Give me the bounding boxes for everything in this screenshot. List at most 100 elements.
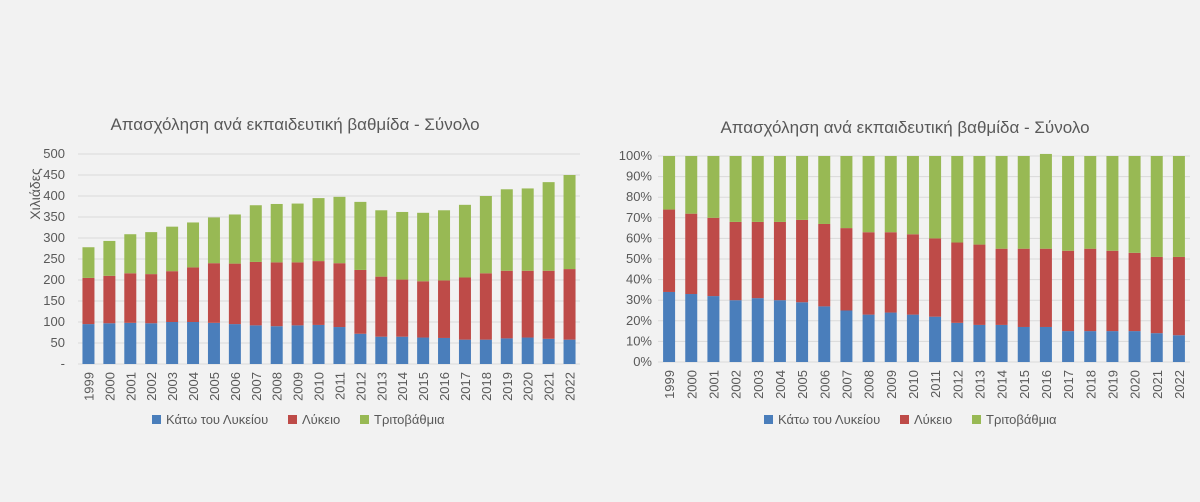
left-bar-below-lyceum-2021	[542, 338, 555, 364]
right-y-tick-label: 30%	[626, 292, 652, 307]
right-bar-tertiary-2017	[1062, 156, 1075, 251]
left-bar-below-lyceum-2010	[312, 324, 325, 364]
right-bar-below-lyceum-2009	[884, 312, 897, 362]
left-bar-below-lyceum-2013	[375, 336, 388, 364]
left-bar-tertiary-2006	[228, 214, 241, 264]
right-x-tick-label: 2008	[862, 370, 877, 399]
left-y-tick-label: 450	[43, 167, 65, 182]
left-chart-title: Απασχόληση ανά εκπαιδευτική βαθμίδα - Σύ…	[110, 115, 479, 134]
right-bar-tertiary-2014	[995, 156, 1008, 249]
left-x-tick-label: 1999	[81, 372, 96, 401]
left-bar-lyceum-2005	[207, 263, 220, 323]
right-x-tick-label: 2009	[884, 370, 899, 399]
left-bar-tertiary-2005	[207, 217, 220, 264]
left-bar-tertiary-2022	[563, 175, 576, 270]
right-x-tick-label: 2003	[751, 370, 766, 399]
right-bar-lyceum-2020	[1128, 252, 1141, 332]
left-x-tick-label: 2011	[332, 372, 347, 400]
left-y-tick-label: 350	[43, 209, 65, 224]
right-bar-below-lyceum-2001	[707, 296, 720, 362]
right-legend-swatch-lyceum	[900, 415, 909, 424]
left-y-tick-label: 200	[43, 272, 65, 287]
left-bar-below-lyceum-2001	[124, 322, 137, 364]
right-bar-tertiary-2006	[818, 156, 831, 224]
left-legend-swatch-lyceum	[288, 415, 297, 424]
left-bar-lyceum-1999	[82, 277, 95, 325]
right-bar-tertiary-2018	[1084, 156, 1097, 249]
right-bar-tertiary-2016	[1039, 153, 1052, 249]
left-bar-below-lyceum-2018	[479, 339, 492, 364]
left-bar-below-lyceum-2022	[563, 339, 576, 364]
right-bar-lyceum-2019	[1106, 250, 1119, 332]
left-bar-lyceum-2001	[124, 273, 137, 323]
left-x-tick-label: 2013	[374, 372, 389, 401]
right-bar-tertiary-2008	[862, 156, 875, 233]
right-bar-lyceum-2013	[973, 244, 986, 325]
right-bar-tertiary-2012	[951, 156, 964, 243]
left-bar-tertiary-2017	[458, 204, 471, 278]
left-bar-lyceum-2011	[333, 263, 346, 328]
right-bar-lyceum-2010	[906, 234, 919, 315]
right-bar-below-lyceum-2015	[1017, 326, 1030, 362]
right-bar-below-lyceum-2010	[906, 314, 919, 362]
left-bar-below-lyceum-2011	[333, 327, 346, 364]
left-x-tick-label: 2020	[521, 372, 536, 401]
left-legend-swatch-below-lyceum	[152, 415, 161, 424]
left-bar-tertiary-2015	[417, 212, 430, 282]
left-bar-tertiary-2011	[333, 196, 346, 264]
left-bar-tertiary-2000	[103, 240, 116, 276]
left-y-tick-label: 500	[43, 146, 65, 161]
right-bar-lyceum-2014	[995, 248, 1008, 325]
right-bar-lyceum-2021	[1150, 256, 1163, 334]
right-bar-tertiary-2009	[884, 156, 897, 233]
right-y-tick-label: 40%	[626, 272, 652, 287]
left-bar-lyceum-2006	[228, 263, 241, 325]
right-bar-tertiary-2022	[1172, 156, 1185, 257]
right-legend-label-tertiary: Τριτοβάθμια	[986, 412, 1057, 427]
left-y-tick-label: 100	[43, 314, 65, 329]
right-bar-tertiary-2011	[929, 156, 942, 239]
left-legend-label-lyceum: Λύκειο	[302, 412, 340, 427]
left-bar-tertiary-2019	[500, 189, 513, 271]
right-bar-tertiary-2005	[796, 156, 809, 220]
right-x-tick-label: 2007	[839, 370, 854, 399]
right-bar-lyceum-2005	[796, 219, 809, 303]
right-y-tick-label: 90%	[626, 169, 652, 184]
right-bar-tertiary-2019	[1106, 156, 1119, 251]
right-x-tick-label: 2016	[1039, 370, 1054, 399]
right-bar-below-lyceum-2000	[685, 294, 698, 362]
left-bar-tertiary-2004	[187, 222, 200, 268]
left-bar-lyceum-2010	[312, 261, 325, 325]
left-bar-below-lyceum-2004	[187, 322, 200, 364]
left-bar-lyceum-2002	[145, 274, 158, 324]
left-legend-swatch-tertiary	[360, 415, 369, 424]
left-bar-below-lyceum-2000	[103, 323, 116, 364]
left-bar-lyceum-2014	[396, 279, 409, 337]
right-y-tick-label: 80%	[626, 189, 652, 204]
left-bar-tertiary-1999	[82, 247, 95, 278]
left-bar-lyceum-2012	[354, 269, 367, 334]
right-bar-lyceum-2011	[929, 238, 942, 317]
right-bar-tertiary-2007	[840, 156, 853, 229]
left-bar-lyceum-2016	[438, 280, 451, 338]
right-bar-below-lyceum-2011	[929, 316, 942, 362]
right-bar-tertiary-2013	[973, 156, 986, 245]
right-bar-below-lyceum-2014	[995, 324, 1008, 362]
left-bar-lyceum-2019	[500, 270, 513, 339]
right-x-tick-label: 2013	[972, 370, 987, 399]
right-bar-lyceum-2002	[729, 221, 742, 301]
left-x-tick-label: 2002	[144, 372, 159, 401]
left-bar-lyceum-2018	[479, 273, 492, 340]
left-x-tick-label: 2008	[270, 372, 285, 401]
right-x-tick-label: 2002	[729, 370, 744, 399]
left-y-tick-label: 250	[43, 251, 65, 266]
right-x-tick-label: 2019	[1105, 370, 1120, 399]
left-bar-tertiary-2021	[542, 182, 555, 271]
left-x-tick-label: 2022	[563, 372, 578, 401]
left-bar-tertiary-2003	[166, 226, 179, 272]
right-bar-tertiary-2002	[729, 156, 742, 222]
right-x-tick-label: 2017	[1061, 370, 1076, 399]
right-bar-below-lyceum-2021	[1150, 333, 1163, 362]
left-bar-tertiary-2010	[312, 198, 325, 262]
right-x-tick-label: 2011	[928, 370, 943, 398]
